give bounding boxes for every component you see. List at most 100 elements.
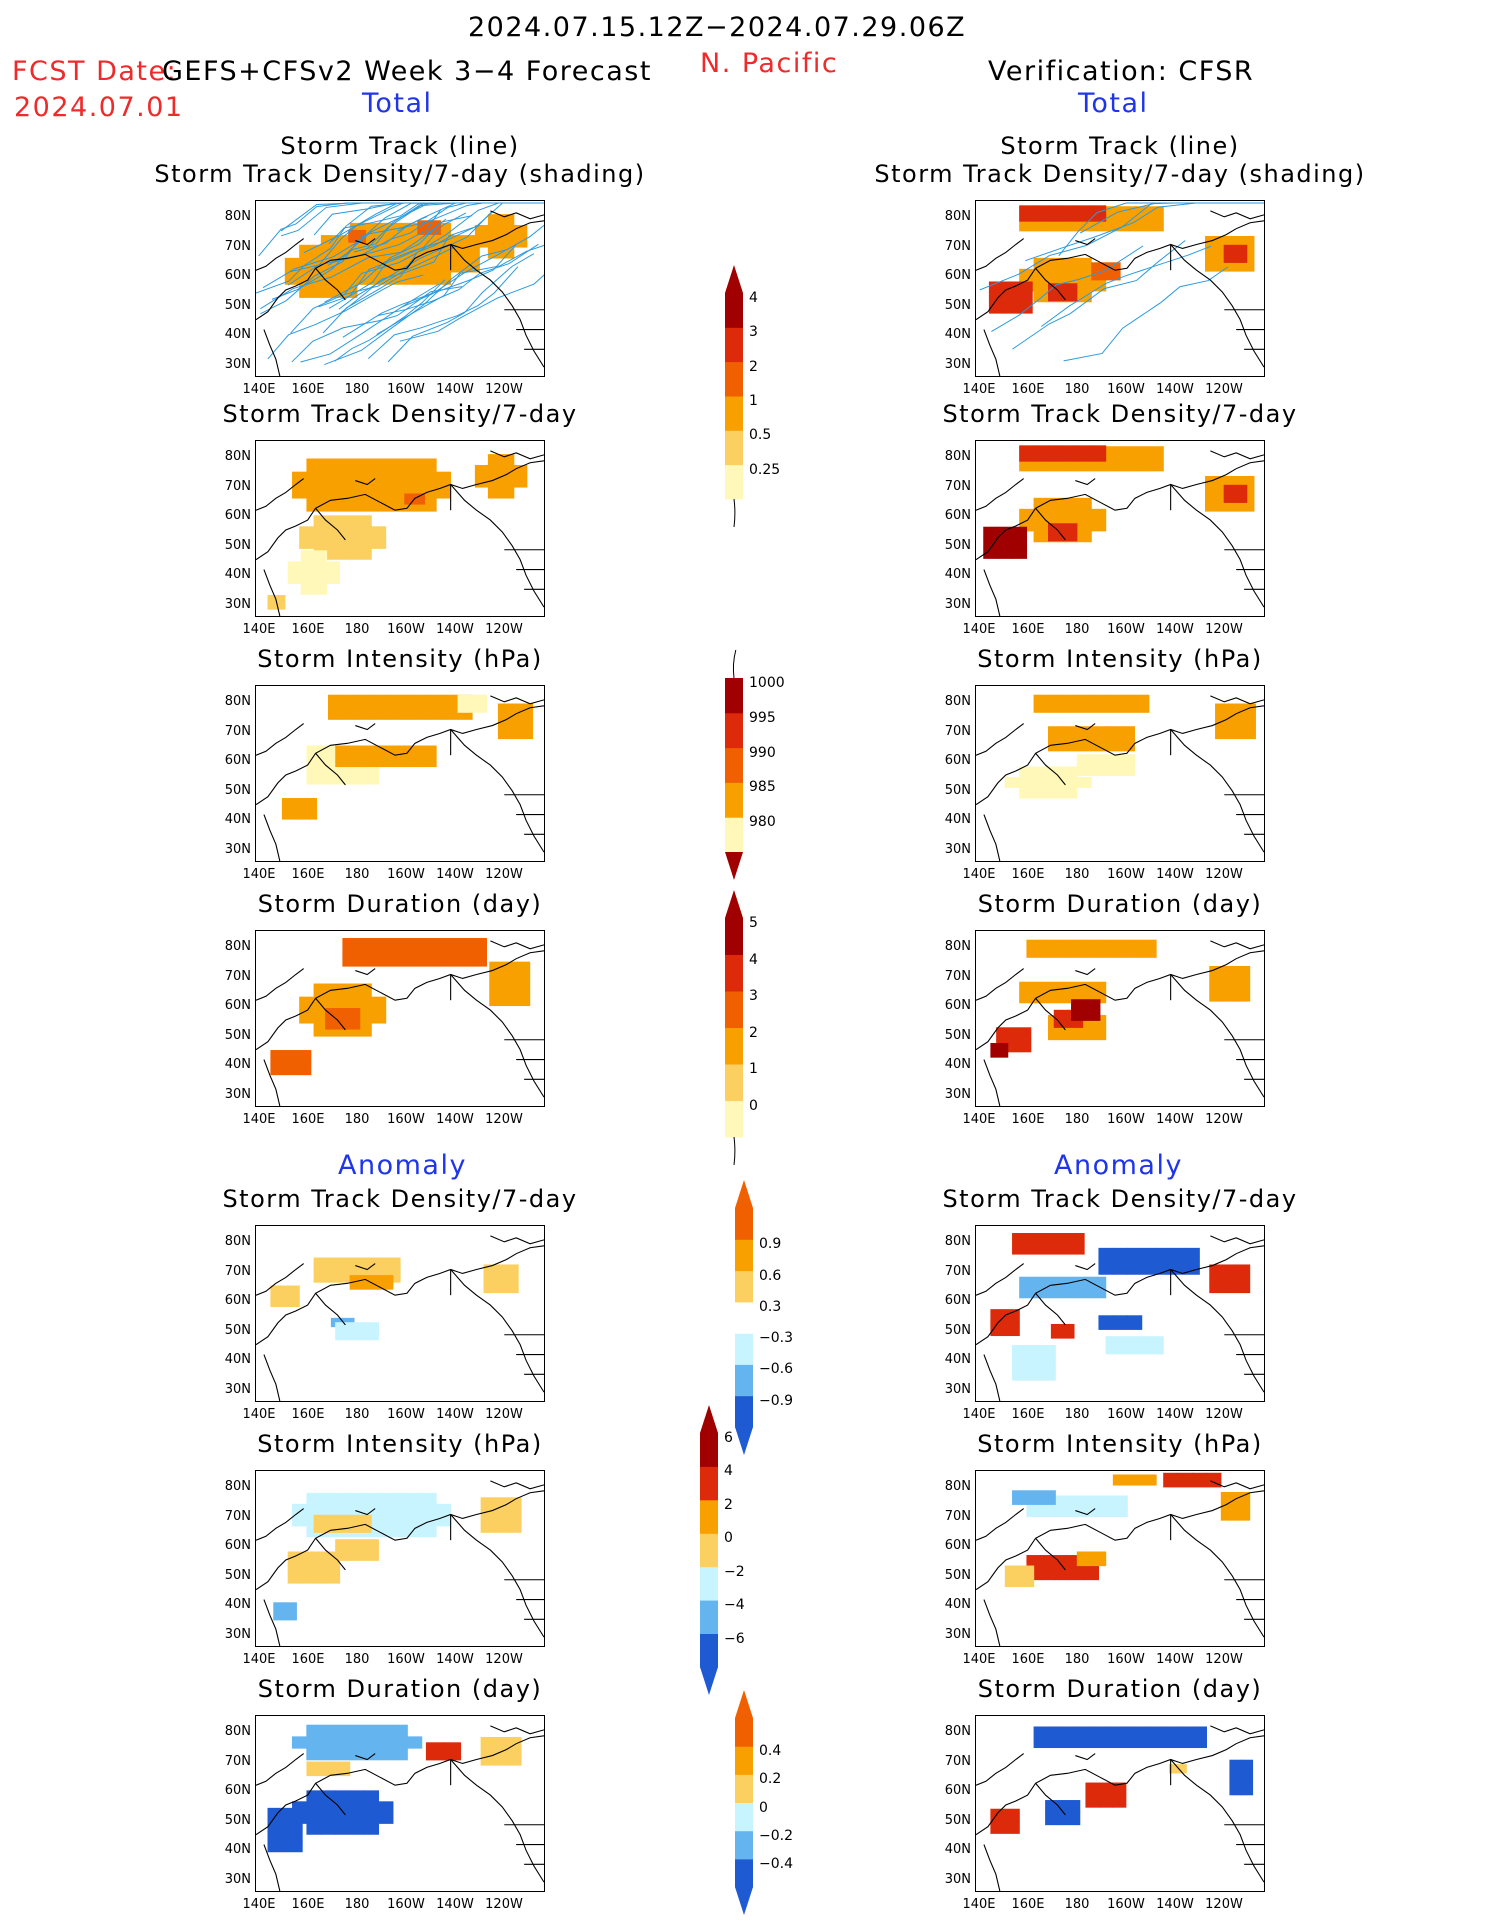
shade-region xyxy=(480,1497,522,1533)
lon-tick-label: 140E xyxy=(962,867,996,882)
lat-tick-label: 50N xyxy=(944,1322,971,1338)
map-shading xyxy=(256,1235,544,1401)
lat-tick-label: 30N xyxy=(224,1086,251,1102)
lon-tick-label: 140E xyxy=(962,1407,996,1422)
shade-region xyxy=(1019,1276,1107,1299)
lon-tick-label: 140W xyxy=(1156,1407,1194,1422)
coastline xyxy=(976,1480,1264,1646)
lat-tick-label: 70N xyxy=(224,1508,251,1524)
fcst-model: GEFS+CFSv2 Week 3−4 Forecast xyxy=(162,56,652,87)
colorbar-tick-label: 1 xyxy=(749,1061,758,1077)
lat-tick-label: 70N xyxy=(224,478,251,494)
lon-tick-label: 140W xyxy=(436,1112,474,1127)
colorbar-tick-label: −6 xyxy=(724,1630,745,1647)
lon-tick-label: 160E xyxy=(1011,1112,1045,1127)
lon-tick-label: 140W xyxy=(436,1897,474,1912)
colorbar-tick-label: 985 xyxy=(749,779,776,796)
lon-tick-label: 140W xyxy=(436,1652,474,1667)
fcst-label: FCST Date: xyxy=(12,56,178,87)
lon-tick-label: 160W xyxy=(1107,867,1145,882)
region-title: N. Pacific xyxy=(700,48,839,79)
shade-region xyxy=(1019,445,1107,462)
map-shading xyxy=(256,450,544,616)
lon-tick-label: 140W xyxy=(1156,382,1194,397)
lat-tick-label: 40N xyxy=(944,567,971,582)
lat-tick-label: 60N xyxy=(224,1293,251,1308)
shade-region xyxy=(1112,1474,1157,1486)
panel-title: Storm Duration (day) xyxy=(977,1675,1263,1703)
lat-tick-label: 70N xyxy=(224,1753,251,1769)
shade-region xyxy=(1012,1233,1085,1255)
lat-tick-label: 70N xyxy=(944,1753,971,1769)
colorbar-tick-label: 0.6 xyxy=(759,1267,782,1284)
lat-tick-label: 40N xyxy=(224,327,251,342)
lat-tick-label: 60N xyxy=(944,1783,971,1798)
map-shading xyxy=(256,202,544,376)
lat-tick-label: 80N xyxy=(224,209,251,224)
panel-title: Storm Track Density/7-day xyxy=(942,400,1298,428)
coastline xyxy=(976,1235,1264,1401)
shade-region xyxy=(1045,1800,1081,1826)
shade-region xyxy=(328,694,473,720)
lon-tick-label: 160W xyxy=(387,1897,425,1912)
lat-tick-label: 60N xyxy=(944,268,971,283)
coastline xyxy=(256,1725,544,1891)
map-shading xyxy=(976,445,1264,616)
shade-region xyxy=(335,1539,379,1561)
map-panel-l1 xyxy=(255,200,545,377)
colorbar-tick-label: 995 xyxy=(749,709,776,726)
shade-region xyxy=(1076,1551,1107,1567)
colorbar-tick-label: −0.3 xyxy=(759,1330,793,1347)
colorbar-tick-label: 980 xyxy=(749,814,776,831)
lon-tick-label: 160E xyxy=(291,1407,325,1422)
shade-region xyxy=(1163,1472,1222,1488)
map-shading xyxy=(256,1480,544,1646)
shade-region xyxy=(335,745,437,768)
lat-tick-label: 70N xyxy=(944,478,971,494)
lat-tick-label: 30N xyxy=(224,1381,251,1397)
lon-tick-label: 180 xyxy=(1064,622,1090,637)
lat-tick-label: 40N xyxy=(224,1842,251,1857)
lon-tick-label: 120W xyxy=(485,1897,523,1912)
lat-tick-label: 70N xyxy=(944,968,971,984)
lat-tick-label: 50N xyxy=(944,1027,971,1043)
lat-tick-label: 40N xyxy=(224,567,251,582)
lat-tick-label: 30N xyxy=(224,841,251,857)
shade-region xyxy=(983,526,1028,559)
map-shading xyxy=(976,1233,1264,1401)
panel-title: Storm Duration (day) xyxy=(257,1675,543,1703)
lon-tick-label: 120W xyxy=(1205,382,1243,397)
coastline xyxy=(976,210,1264,376)
colorbar-tick-label: 1000 xyxy=(749,675,785,691)
lon-tick-label: 160E xyxy=(1011,1652,1045,1667)
colorbar-tick-label: 0.25 xyxy=(749,461,781,478)
map-panel-r6 xyxy=(975,1470,1265,1647)
lon-tick-label: 160E xyxy=(291,1112,325,1127)
colorbar-tick-label: 0.5 xyxy=(749,427,772,444)
lon-tick-label: 140E xyxy=(242,1897,276,1912)
lon-tick-label: 180 xyxy=(1064,1112,1090,1127)
lat-tick-label: 40N xyxy=(224,1352,251,1367)
lon-tick-label: 180 xyxy=(344,867,370,882)
lat-tick-label: 80N xyxy=(224,1234,251,1249)
shade-region xyxy=(291,1724,423,1761)
colorbar-tick-label: −0.2 xyxy=(759,1827,793,1844)
colorbar-tick-label: 0 xyxy=(749,1097,758,1114)
map-panel-r7 xyxy=(975,1715,1265,1892)
right-anomaly-label: Anomaly xyxy=(1054,1150,1183,1181)
shade-region xyxy=(1098,1315,1143,1330)
lat-tick-label: 40N xyxy=(944,327,971,342)
lat-tick-label: 80N xyxy=(224,1479,251,1494)
shade-region xyxy=(483,1264,519,1294)
lon-tick-label: 180 xyxy=(1064,867,1090,882)
lon-tick-label: 160W xyxy=(1107,1897,1145,1912)
lon-tick-label: 120W xyxy=(485,867,523,882)
lon-tick-label: 160W xyxy=(1107,622,1145,637)
lat-tick-label: 70N xyxy=(944,723,971,739)
verification-label: Verification: CFSR xyxy=(988,56,1255,87)
panel-title: Storm Track Density/7-day (shading) xyxy=(874,160,1366,188)
lon-tick-label: 160W xyxy=(387,1652,425,1667)
lat-tick-label: 50N xyxy=(224,297,251,313)
shade-region xyxy=(281,798,318,820)
colorbar-tick-label: 0.9 xyxy=(759,1236,782,1253)
